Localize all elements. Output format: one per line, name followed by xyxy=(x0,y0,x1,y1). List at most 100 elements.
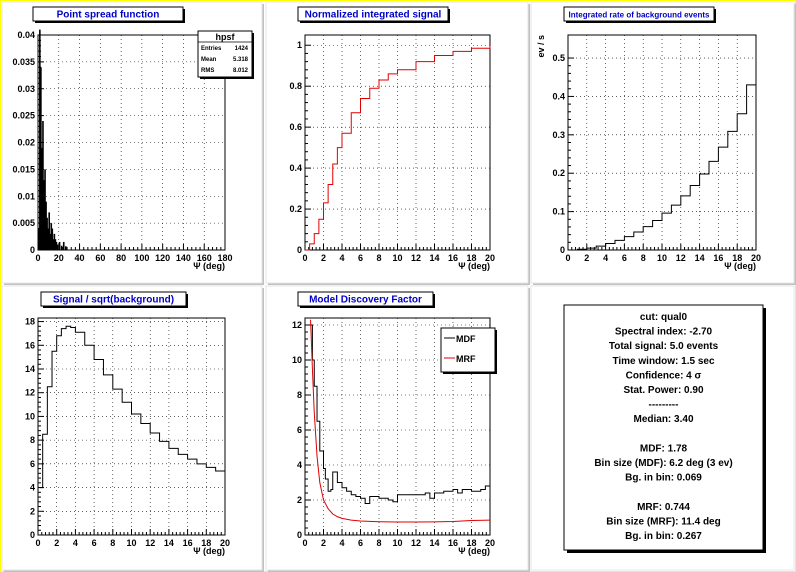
info-line: Time window: 1.5 sec xyxy=(612,356,715,367)
x-tick-label: 4 xyxy=(339,253,344,263)
stats-value: 1424 xyxy=(235,46,249,52)
y-tick-label: 18 xyxy=(25,317,35,327)
plot-frame-bkg xyxy=(567,34,757,251)
y-tick-label: 0 xyxy=(297,245,302,255)
title-box xyxy=(297,291,434,307)
x-tick-label: 18 xyxy=(201,538,211,548)
legend-label: MDF xyxy=(456,334,476,344)
info-line: Stat. Power: 0.90 xyxy=(623,385,703,396)
psf-bar xyxy=(50,223,53,250)
info-line: cut: qual0 xyxy=(640,312,688,323)
psf-bar xyxy=(44,169,46,250)
y-tick-label: 12 xyxy=(292,320,302,330)
psf-bar xyxy=(39,29,41,250)
plot-frame-nis xyxy=(304,34,491,251)
y-tick-label: 16 xyxy=(25,340,35,350)
info-line: Confidence: 4 σ xyxy=(626,370,702,381)
x-tick-label: 16 xyxy=(713,253,723,263)
y-tick-label: 10 xyxy=(292,355,302,365)
x-tick-label: 16 xyxy=(183,538,193,548)
y-tick-label: 0.01 xyxy=(17,191,35,201)
y-tick-label: 0.6 xyxy=(289,122,302,132)
x-tick-label: 100 xyxy=(134,253,149,263)
info-line: Median: 3.40 xyxy=(633,414,693,425)
y-tick-label: 4 xyxy=(30,483,35,493)
info-line: Bin size (MRF): 11.4 deg xyxy=(606,516,720,527)
chart-title: Model Discovery Factor xyxy=(309,295,422,306)
x-tick-label: 8 xyxy=(110,538,115,548)
x-tick-label: 8 xyxy=(641,253,646,263)
y-tick-label: 0.4 xyxy=(289,163,302,173)
x-tick-label: 40 xyxy=(75,253,85,263)
psf-bar xyxy=(60,245,63,250)
x-tick-label: 20 xyxy=(485,538,495,548)
x-axis-title: Ψ (deg) xyxy=(193,546,225,556)
x-tick-label: 60 xyxy=(95,253,105,263)
x-tick-label: 8 xyxy=(376,538,381,548)
info-line: --------- xyxy=(649,400,679,411)
x-tick-label: 18 xyxy=(732,253,742,263)
psf-bar xyxy=(51,228,54,250)
y-tick-label: 0.04 xyxy=(17,30,35,40)
chart-title: Integrated rate of background events xyxy=(569,11,710,20)
x-tick-label: 4 xyxy=(73,538,78,548)
y-tick-label: 0 xyxy=(30,245,35,255)
plot-frame-sig xyxy=(37,317,226,536)
x-tick-label: 12 xyxy=(411,253,421,263)
psf-bar xyxy=(56,244,59,250)
y-tick-label: 8 xyxy=(30,435,35,445)
x-axis-title: Ψ (deg) xyxy=(724,261,756,271)
psf-bar xyxy=(49,233,52,250)
y-tick-label: 0.3 xyxy=(552,130,565,140)
y-tick-label: 12 xyxy=(25,388,35,398)
x-tick-label: 80 xyxy=(116,253,126,263)
x-tick-label: 18 xyxy=(466,253,476,263)
psf-bar xyxy=(55,241,58,250)
y-tick-label: 14 xyxy=(25,364,35,374)
x-tick-label: 14 xyxy=(164,538,174,548)
y-tick-label: 0.5 xyxy=(552,53,565,63)
x-tick-label: 10 xyxy=(126,538,136,548)
psf-bar xyxy=(54,239,57,250)
title-box xyxy=(297,6,449,22)
info-line: Bin size (MDF): 6.2 deg (3 ev) xyxy=(594,458,732,469)
x-tick-label: 2 xyxy=(321,538,326,548)
info-line: MRF: 0.744 xyxy=(637,502,690,513)
y-tick-label: 0.2 xyxy=(289,204,302,214)
x-tick-label: 12 xyxy=(676,253,686,263)
y-tick-label: 0.025 xyxy=(12,111,35,121)
x-tick-label: 8 xyxy=(376,253,381,263)
psf-bar xyxy=(46,217,48,250)
x-tick-label: 20 xyxy=(54,253,64,263)
y-tick-label: 0.015 xyxy=(12,164,35,174)
info-line: Bg. in bin: 0.069 xyxy=(625,473,702,484)
psf-bar xyxy=(42,121,44,250)
y-tick-label: 0 xyxy=(297,530,302,540)
pad-sig xyxy=(1,285,263,571)
stats-value: 8.012 xyxy=(233,68,249,74)
y-tick-label: 0.1 xyxy=(552,207,565,217)
x-tick-label: 2 xyxy=(54,538,59,548)
y-tick-label: 0 xyxy=(560,245,565,255)
x-tick-label: 0 xyxy=(302,538,307,548)
x-tick-label: 18 xyxy=(466,538,476,548)
psf-bar xyxy=(38,228,40,250)
y-tick-label: 2 xyxy=(297,495,302,505)
y-tick-label: 0.02 xyxy=(17,138,35,148)
psf-bar xyxy=(45,201,47,250)
psf-bar xyxy=(43,180,45,250)
grid-sig xyxy=(37,318,226,536)
info-line: Bg. in bin: 0.267 xyxy=(625,531,702,542)
pad-bkg xyxy=(530,1,795,284)
x-tick-label: 180 xyxy=(217,253,232,263)
legend-label: MRF xyxy=(456,354,476,364)
y-tick-label: 0.4 xyxy=(552,91,565,101)
x-tick-label: 6 xyxy=(358,538,363,548)
x-tick-label: 12 xyxy=(145,538,155,548)
x-tick-label: 0 xyxy=(565,253,570,263)
chart-title: Normalized integrated signal xyxy=(305,10,442,21)
y-tick-label: 10 xyxy=(25,411,35,421)
psf-bar xyxy=(40,67,42,250)
y-tick-label: 0.035 xyxy=(12,57,35,67)
x-tick-label: 20 xyxy=(220,538,230,548)
